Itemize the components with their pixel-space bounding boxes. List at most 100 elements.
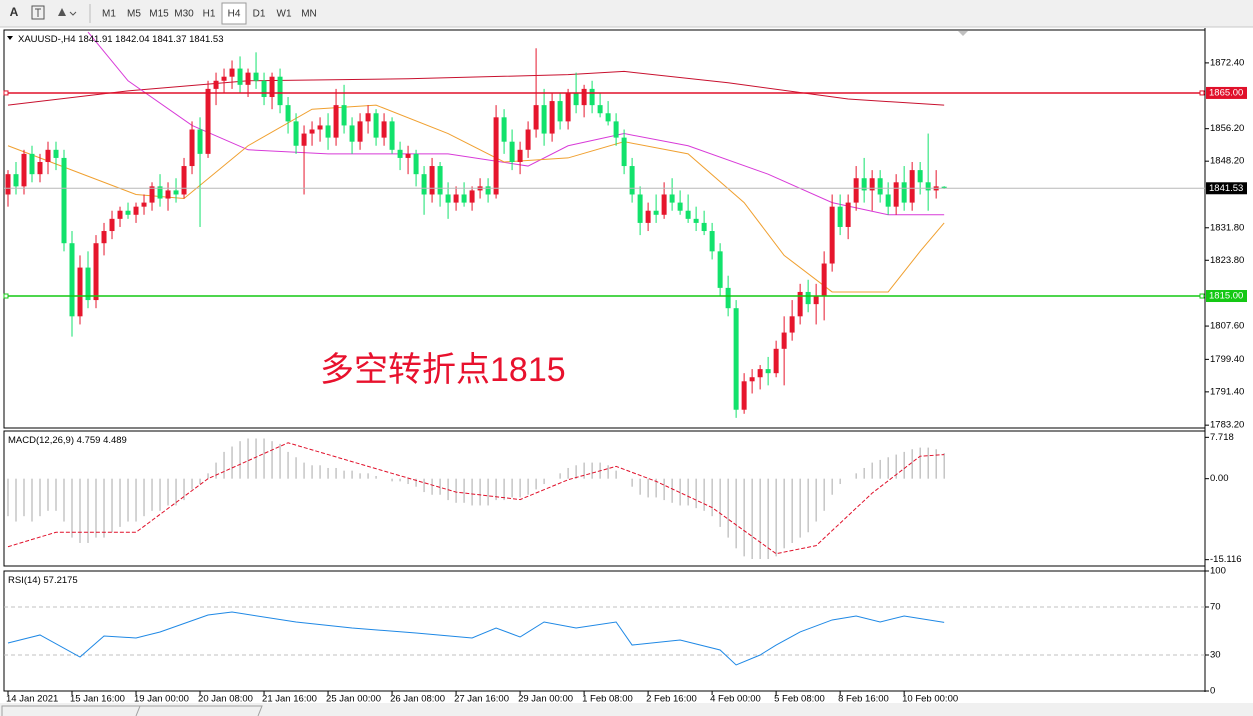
tab-bar: [0, 703, 1253, 716]
y-tick-label: 0.00: [1210, 473, 1229, 484]
candle-body: [717, 251, 723, 288]
candle-body: [581, 88, 587, 106]
x-tick-label: 27 Jan 16:00: [454, 694, 509, 705]
x-tick-label: 19 Jan 00:00: [134, 694, 189, 705]
candle-body: [813, 296, 819, 305]
candle-body: [197, 129, 203, 154]
candle-body: [805, 291, 811, 305]
candle-body: [53, 149, 59, 158]
y-tick-label: 1783.20: [1210, 420, 1244, 431]
candle-body: [29, 153, 35, 175]
candle-body: [69, 243, 75, 317]
text-tool[interactable]: A: [10, 5, 19, 19]
candle-body: [301, 133, 307, 146]
candle-body: [93, 243, 99, 301]
candle-body: [333, 105, 339, 138]
timeframe-button[interactable]: W1: [277, 9, 292, 20]
y-tick-label: -15.116: [1210, 554, 1242, 565]
timeframe-button[interactable]: D1: [253, 9, 266, 20]
y-tick-label: 70: [1210, 602, 1221, 613]
candle-body: [445, 194, 451, 203]
label-tool-icon[interactable]: [31, 5, 45, 20]
indicator-title: MACD(12,26,9): [8, 435, 74, 446]
x-tick-label: 29 Jan 00:00: [518, 694, 573, 705]
timeframe-button[interactable]: H1: [203, 9, 216, 20]
candle-body: [309, 129, 315, 134]
timeframe-button[interactable]: M5: [127, 9, 141, 20]
timeframe-button[interactable]: M15: [149, 9, 169, 20]
candle-body: [837, 206, 843, 227]
chart-tabs[interactable]: [1, 705, 263, 716]
candle-body: [821, 263, 827, 297]
candle-body: [829, 206, 835, 264]
candle-body: [413, 153, 419, 175]
candle-body: [133, 206, 139, 215]
candle-body: [725, 287, 731, 309]
candle-body: [21, 153, 27, 187]
indicator-value: 57.2175: [43, 575, 77, 586]
candle-body: [253, 72, 259, 81]
candle-body: [421, 174, 427, 195]
timeframe-button[interactable]: M1: [102, 9, 116, 20]
candle-body: [181, 166, 187, 195]
candle-body: [565, 92, 571, 122]
candle-body: [509, 141, 515, 162]
x-tick-label: 25 Jan 00:00: [326, 694, 381, 705]
panel-frame: [3, 29, 1206, 429]
y-tick-label: 30: [1210, 650, 1221, 661]
candle-body: [525, 129, 531, 150]
candle-body: [661, 194, 667, 215]
candle-body: [45, 149, 51, 162]
candle-body: [893, 182, 899, 207]
y-tick-label: 7.718: [1210, 432, 1234, 443]
candle-body: [397, 149, 403, 158]
candle-body: [517, 149, 523, 162]
candle-body: [325, 125, 331, 138]
candle-body: [645, 210, 651, 223]
candle-body: [373, 113, 379, 138]
candle-body: [869, 178, 875, 191]
collapse-marker: [7, 36, 13, 40]
y-tick-label: 0: [1210, 686, 1215, 697]
candle-body: [461, 194, 467, 203]
candle-body: [13, 174, 19, 187]
timeframe-button[interactable]: MN: [301, 9, 317, 20]
timeframe-button[interactable]: H4: [228, 9, 241, 20]
candle-body: [277, 76, 283, 106]
candle-body: [261, 80, 267, 98]
level-anchor: [3, 293, 9, 299]
candle-body: [613, 121, 619, 138]
last-price-label: 1841.53: [1209, 183, 1243, 194]
x-tick-label: 20 Jan 08:00: [198, 694, 253, 705]
level-label-box: [1206, 86, 1247, 99]
x-tick-label: 8 Feb 16:00: [838, 694, 889, 705]
candle-body: [621, 137, 627, 167]
panel-header: XAUUSD-,H4 1841.91 1842.04 1841.37 1841.…: [18, 34, 223, 45]
candle-body: [205, 88, 211, 154]
candle-body: [885, 194, 891, 207]
candle-body: [773, 348, 779, 374]
y-tick-label: 1807.60: [1210, 321, 1244, 332]
candle-body: [557, 101, 563, 122]
candle-body: [229, 68, 235, 77]
candle-body: [573, 92, 579, 106]
x-tick-label: 4 Feb 00:00: [710, 694, 761, 705]
candle-body: [925, 182, 931, 191]
candle-body: [437, 166, 443, 195]
x-tick-label: 15 Jan 16:00: [70, 694, 125, 705]
candle-body: [245, 72, 251, 85]
shapes-tool-icon[interactable]: [58, 8, 66, 16]
candle-body: [597, 105, 603, 114]
toolbar-buttons: A: [10, 4, 91, 23]
candle-body: [781, 332, 787, 349]
timeframe-button[interactable]: M30: [174, 9, 194, 20]
y-tick-label: 1872.40: [1210, 57, 1244, 68]
candle-body: [741, 381, 747, 410]
x-tick-label: 1 Feb 08:00: [582, 694, 633, 705]
shift-marker: [958, 31, 968, 36]
candle-body: [765, 369, 771, 374]
candle-body: [485, 186, 491, 195]
y-tick-label: 1791.40: [1210, 386, 1244, 397]
